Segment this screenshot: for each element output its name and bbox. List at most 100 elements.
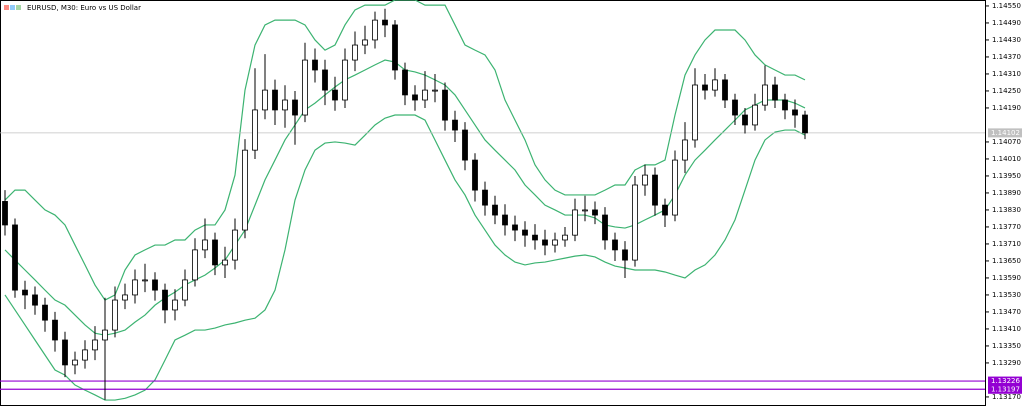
candle-body bbox=[582, 209, 588, 212]
candle-body bbox=[652, 174, 658, 206]
candle-body bbox=[482, 189, 488, 206]
y-tick-label: 1.14310 bbox=[992, 70, 1021, 78]
candle-body bbox=[792, 109, 798, 116]
y-tick-label: 1.14370 bbox=[992, 53, 1021, 61]
candle-body bbox=[262, 89, 268, 111]
candle-body bbox=[322, 69, 328, 91]
y-tick-label: 1.13530 bbox=[992, 291, 1021, 299]
price-label-bg bbox=[988, 384, 1022, 394]
price-label: 1.13197 bbox=[991, 385, 1020, 393]
y-tick-label: 1.13950 bbox=[992, 172, 1021, 180]
candle-body bbox=[692, 84, 698, 141]
candle-body bbox=[752, 104, 758, 126]
plot-frame bbox=[0, 0, 986, 406]
candle-body bbox=[112, 299, 118, 331]
candle-body bbox=[102, 329, 108, 341]
y-tick-label: 1.13350 bbox=[992, 342, 1021, 350]
candle-body bbox=[492, 204, 498, 216]
candle-body bbox=[772, 84, 778, 101]
y-tick-label: 1.14430 bbox=[992, 36, 1021, 44]
candle-body bbox=[372, 19, 378, 41]
y-tick-label: 1.14010 bbox=[992, 155, 1021, 163]
candle-body bbox=[292, 99, 298, 116]
candle-body bbox=[472, 159, 478, 191]
y-tick-label: 1.14490 bbox=[992, 19, 1021, 27]
price-label: 1.13226 bbox=[991, 377, 1020, 385]
y-tick-label: 1.13590 bbox=[992, 274, 1021, 282]
candle-body bbox=[712, 79, 718, 91]
candle-body bbox=[402, 69, 408, 96]
candle-body bbox=[462, 129, 468, 161]
price-label-bg bbox=[988, 128, 1022, 138]
candle-body bbox=[152, 279, 158, 291]
candle-body bbox=[802, 114, 808, 134]
candle-body bbox=[312, 59, 318, 71]
candle-body bbox=[142, 279, 148, 282]
band-line bbox=[4, 0, 806, 301]
candle-body bbox=[132, 279, 138, 296]
icon bbox=[4, 5, 9, 10]
candle-body bbox=[682, 139, 688, 161]
candle-body bbox=[282, 99, 288, 111]
candle-body bbox=[202, 239, 208, 251]
candle-body bbox=[62, 339, 68, 366]
y-tick-label: 1.13170 bbox=[992, 393, 1021, 401]
candle-body bbox=[442, 89, 448, 121]
candle-body bbox=[642, 174, 648, 186]
candle-body bbox=[192, 249, 198, 281]
candle-body bbox=[342, 59, 348, 101]
candle-body bbox=[762, 84, 768, 106]
candle-body bbox=[172, 299, 178, 311]
candle-body bbox=[782, 99, 788, 111]
candle-body bbox=[392, 24, 398, 71]
candle-body bbox=[32, 294, 38, 306]
candle-body bbox=[72, 359, 78, 366]
y-tick-label: 1.13470 bbox=[992, 308, 1021, 316]
y-tick-label: 1.13290 bbox=[992, 359, 1021, 367]
candle-body bbox=[612, 239, 618, 251]
candle-body bbox=[52, 319, 58, 341]
candle-body bbox=[182, 279, 188, 301]
candle-body bbox=[432, 89, 438, 92]
y-tick-label: 1.13890 bbox=[992, 189, 1021, 197]
candle-body bbox=[212, 239, 218, 266]
y-tick-label: 1.13710 bbox=[992, 240, 1021, 248]
candle-body bbox=[592, 209, 598, 216]
candle-body bbox=[12, 224, 18, 291]
candle-body bbox=[382, 19, 388, 26]
band-line bbox=[4, 114, 806, 401]
icon bbox=[16, 5, 21, 10]
candle-body bbox=[732, 99, 738, 116]
candle-body bbox=[532, 234, 538, 241]
candle-body bbox=[742, 114, 748, 126]
candle-body bbox=[662, 204, 668, 216]
y-tick-label: 1.14190 bbox=[992, 104, 1021, 112]
candle-body bbox=[82, 349, 88, 361]
candle-body bbox=[572, 209, 578, 236]
candle-body bbox=[412, 94, 418, 101]
candle-body bbox=[252, 109, 258, 151]
candle-body bbox=[302, 59, 308, 116]
candle-body bbox=[222, 259, 228, 266]
candle-body bbox=[542, 239, 548, 246]
candle-body bbox=[272, 89, 278, 111]
candle-body bbox=[622, 249, 628, 261]
candle-body bbox=[452, 119, 458, 131]
price-label: 1.14102 bbox=[991, 129, 1020, 137]
candle-body bbox=[362, 39, 368, 46]
candle-body bbox=[602, 214, 608, 241]
candle-body bbox=[2, 201, 8, 226]
y-tick-label: 1.13830 bbox=[992, 206, 1021, 214]
y-tick-label: 1.14250 bbox=[992, 87, 1021, 95]
price-label-bg bbox=[988, 376, 1022, 386]
candle-body bbox=[632, 184, 638, 261]
candle-body bbox=[422, 89, 428, 101]
candle-body bbox=[562, 234, 568, 241]
candle-body bbox=[162, 289, 168, 311]
icon bbox=[10, 5, 15, 10]
candle-body bbox=[22, 289, 28, 296]
candle-body bbox=[42, 304, 48, 321]
y-tick-label: 1.13410 bbox=[992, 325, 1021, 333]
